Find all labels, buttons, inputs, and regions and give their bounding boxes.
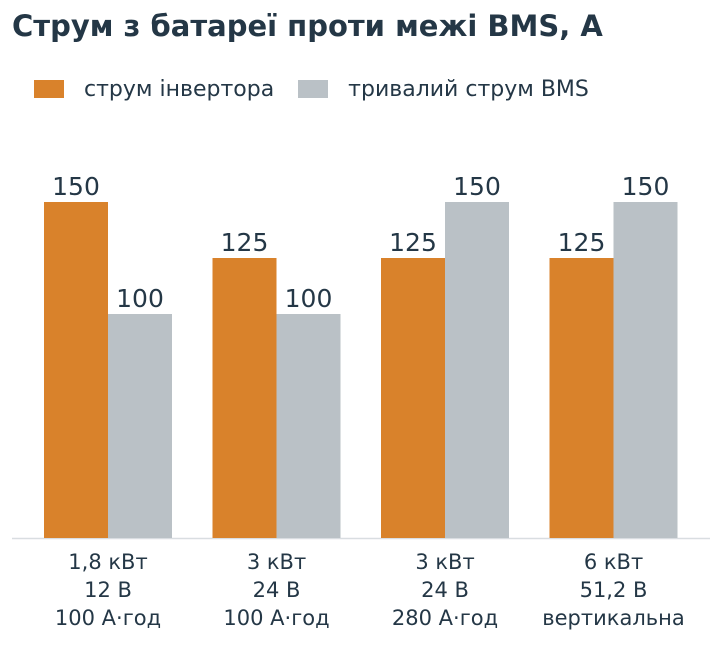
bar-inverter-1: [44, 202, 108, 538]
category-label-4-line-3: вертикальна: [542, 606, 684, 630]
category-label-2-line-1: 3 кВт: [247, 550, 306, 574]
category-label-3-line-2: 24 В: [421, 578, 469, 602]
data-label-inverter-2: 125: [221, 228, 269, 257]
chart-title: Струм з батареї проти межі BMS, А: [12, 9, 603, 43]
legend-item-inverter: струм інвертора: [34, 77, 274, 102]
category-label-1-line-2: 12 В: [84, 578, 132, 602]
category-label-2-line-3: 100 А·год: [223, 606, 329, 630]
bar-bms-4: [613, 202, 678, 538]
legend: струм інвертора тривалий струм BMS: [34, 74, 613, 104]
data-label-inverter-1: 150: [52, 172, 100, 201]
data-label-bms-2: 100: [285, 284, 333, 313]
bar-bms-3: [445, 202, 509, 538]
category-label-4-line-1: 6 кВт: [584, 550, 643, 574]
data-label-inverter-3: 125: [389, 228, 437, 257]
category-label-3-line-1: 3 кВт: [415, 550, 474, 574]
bar-bms-2: [276, 314, 341, 538]
legend-label-inverter: струм інвертора: [84, 76, 275, 102]
category-label-2-line-2: 24 В: [253, 578, 301, 602]
category-label-3-line-3: 280 А·год: [392, 606, 498, 630]
bar-inverter-4: [549, 258, 614, 538]
legend-item-bms: тривалий струм BMS: [298, 77, 589, 102]
legend-label-bms: тривалий струм BMS: [348, 76, 589, 102]
legend-swatch-bms: [298, 80, 329, 98]
data-label-inverter-4: 125: [558, 228, 606, 257]
bar-inverter-3: [381, 258, 445, 538]
category-label-4-line-2: 51,2 В: [580, 578, 648, 602]
bar-inverter-2: [212, 258, 277, 538]
data-label-bms-1: 100: [116, 284, 164, 313]
category-label-1-line-1: 1,8 кВт: [68, 550, 147, 574]
legend-swatch-inverter: [34, 80, 64, 98]
bar-bms-1: [108, 314, 172, 538]
data-label-bms-3: 150: [453, 172, 501, 201]
data-label-bms-4: 150: [622, 172, 670, 201]
category-label-1-line-3: 100 А·год: [55, 606, 161, 630]
